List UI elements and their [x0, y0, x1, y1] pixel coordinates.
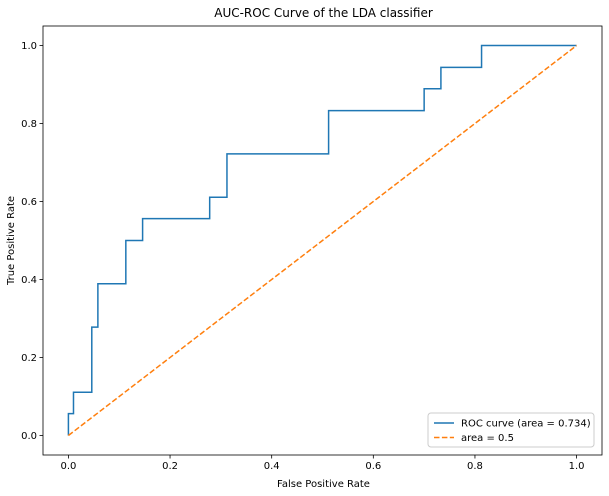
legend-entry-label: ROC curve (area = 0.734): [461, 419, 591, 430]
legend: ROC curve (area = 0.734) area = 0.5: [427, 412, 595, 448]
y-tick-label: 0.8: [21, 119, 37, 130]
legend-entry-label: area = 0.5: [461, 433, 514, 444]
y-tick-label: 0.2: [21, 353, 37, 364]
x-tick-label: 0.6: [365, 461, 381, 472]
legend-box: [427, 412, 595, 448]
y-tick-label: 1.0: [21, 41, 37, 52]
x-tick-label: 0.0: [60, 461, 76, 472]
plot-area: [42, 25, 603, 456]
x-tick-label: 0.4: [264, 461, 280, 472]
x-axis-label: False Positive Rate: [277, 479, 370, 490]
y-tick-label: 0.4: [21, 275, 37, 286]
roc-curve-line: [67, 44, 577, 436]
x-tick-label: 0.8: [467, 461, 483, 472]
y-tick-label: 0.6: [21, 197, 37, 208]
x-tick-label: 1.0: [569, 461, 585, 472]
y-tick-label: 0.0: [21, 431, 37, 442]
x-axis-ticks: 0.0 0.2 0.4 0.6 0.8 1.0: [60, 455, 585, 472]
baseline-line: [67, 44, 578, 437]
plot-frame: [42, 25, 603, 456]
x-tick-label: 0.2: [162, 461, 178, 472]
y-axis-ticks: 0.0 0.2 0.4 0.6 0.8 1.0: [21, 41, 43, 442]
y-axis-label: True Positive Rate: [6, 196, 17, 286]
chart-title: AUC-ROC Curve of the LDA classifier: [214, 6, 433, 20]
